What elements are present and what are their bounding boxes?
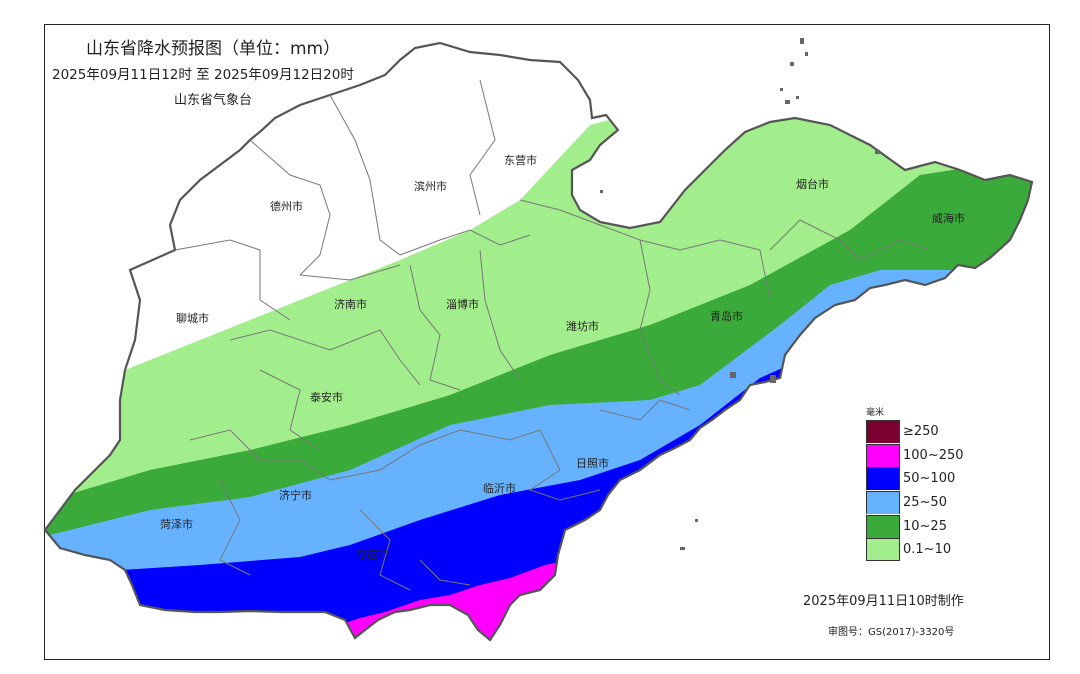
legend-swatch <box>866 514 900 538</box>
legend-swatch <box>866 443 900 467</box>
map-frame <box>44 24 1050 660</box>
legend: 毫米 ≥250 100~250 50~100 25~50 10~25 0.1~10 <box>866 405 976 562</box>
legend-swatch <box>866 538 900 562</box>
city-label-rizhao: 日照市 <box>576 457 609 470</box>
legend-swatch <box>866 420 900 444</box>
map-title: 山东省降水预报图（单位：mm） <box>86 39 341 59</box>
city-label-zaozhuang: 枣庄市 <box>356 548 389 561</box>
city-label-weihai: 威海市 <box>932 212 965 225</box>
legend-label: 25~50 <box>903 495 947 511</box>
agency-name: 山东省气象台 <box>174 93 253 108</box>
city-label-jining: 济宁市 <box>279 489 312 502</box>
production-time: 2025年09月11日10时制作 <box>803 594 964 609</box>
legend-item: ≥250 <box>866 420 976 444</box>
city-boundaries <box>174 79 931 591</box>
city-label-dongying: 东营市 <box>504 154 537 167</box>
city-label-liaocheng: 聊城市 <box>176 312 209 325</box>
city-label-linyi: 临沂市 <box>483 482 516 495</box>
city-label-jinan: 济南市 <box>334 298 367 311</box>
legend-label: 100~250 <box>903 447 964 463</box>
city-label-heze: 菏泽市 <box>160 518 193 531</box>
city-label-qingdao: 青岛市 <box>710 310 743 323</box>
legend-item: 100~250 <box>866 443 976 468</box>
legend-label: 50~100 <box>903 471 956 487</box>
city-label-weifang: 潍坊市 <box>566 320 599 333</box>
city-label-dezhou: 德州市 <box>270 200 303 213</box>
legend-label: ≥250 <box>903 424 939 440</box>
islands <box>600 38 880 550</box>
legend-item: 50~100 <box>866 467 976 491</box>
legend-item: 25~50 <box>866 491 976 515</box>
legend-item: 10~25 <box>866 514 976 538</box>
legend-unit: 毫米 <box>866 408 885 418</box>
city-label-taian: 泰安市 <box>310 391 343 404</box>
forecast-period: 2025年09月11日12时 至 2025年09月12日20时 <box>52 67 354 83</box>
legend-item: 0.1~10 <box>866 538 976 562</box>
legend-swatch <box>866 467 900 491</box>
legend-label: 0.1~10 <box>903 542 952 558</box>
approval-number: 审图号：GS(2017)-3320号 <box>828 627 955 638</box>
city-label-binzhou: 滨州市 <box>414 180 447 193</box>
city-label-zibo: 淄博市 <box>446 298 479 311</box>
legend-label: 10~25 <box>903 518 947 534</box>
city-label-yantai: 烟台市 <box>796 178 829 191</box>
legend-swatch <box>866 491 900 515</box>
